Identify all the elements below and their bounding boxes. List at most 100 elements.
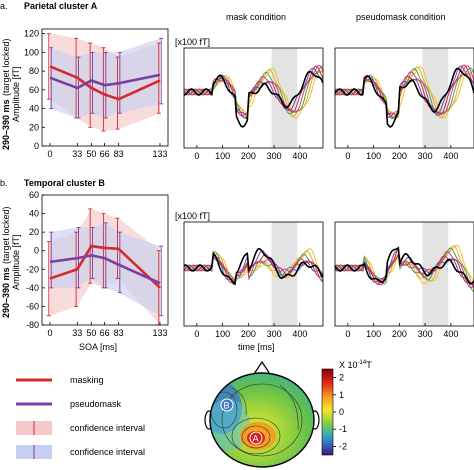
topo-marker-a (249, 431, 263, 445)
colorbar-tick-label: -2 (339, 441, 347, 451)
topography-head: A B (204, 360, 320, 468)
chart-a-ci-band-pseudomask (50, 38, 160, 118)
chart-a-ytick-label: 120 (24, 29, 39, 39)
chart-b-ytick-label: -80 (26, 320, 39, 330)
colorbar-tick-label: 1 (339, 390, 344, 400)
chart-b-xtick-label: 66 (100, 328, 110, 338)
topo-marker-b (220, 398, 234, 412)
wave-a-pseudo-trace-2 (334, 67, 474, 120)
colorbar-scale-base: X 10 (339, 360, 358, 370)
chart-a-line-masking (49, 65, 161, 101)
wave-a-pseudo-highlight-window (422, 48, 449, 148)
row-b-ylabel-bold: 290–390 ms (1, 267, 11, 318)
wave-a-mask-trace-4 (184, 65, 324, 118)
chart-a-xtick-label: 0 (47, 149, 52, 159)
chart-a-ytick-label: 0 (34, 141, 39, 151)
row-a-amplitude-label: Amplitude [fT] (11, 66, 21, 122)
chart-b-xlabel: SOA [ms] (79, 342, 117, 352)
wave-b-mask-trace-5 (183, 250, 324, 281)
chart-b-ytick-label: -60 (26, 301, 39, 311)
wave-a-mask-xtick-label: 0 (194, 151, 199, 161)
panel-a-title: Parietal cluster A (24, 1, 98, 11)
wave-b-mask-xtick-label: 0 (194, 329, 199, 339)
chart-b-line-pseudomask (49, 254, 161, 285)
wave-b-pseudo-xtick-label: 100 (366, 329, 381, 339)
wave-a-mask-trace-6 (183, 70, 324, 128)
chart-b-ytick-label: 20 (29, 227, 39, 237)
colorbar (321, 368, 334, 456)
chart-b-ci-band-pseudomask (50, 222, 160, 316)
head-nose (252, 360, 272, 375)
legend-masking-label: masking (70, 375, 104, 385)
pseudomask-condition-title: pseudomask condition (356, 12, 446, 22)
wave-b-pseudo-xtick-label: 200 (392, 329, 407, 339)
wave-b-units: [x100 fT] (175, 211, 210, 221)
wave-a-pseudo-trace-5 (334, 65, 474, 119)
wave-b-mask-trace-1 (183, 250, 324, 280)
chart-b-xtick-label: 0 (47, 328, 52, 338)
wave-b-pseudomask: 0 100 200 300 400 (334, 221, 474, 339)
colorbar-scale-unit: T (366, 360, 372, 370)
chart-a-ytick-label: 80 (29, 66, 39, 76)
wave-a-mask-xtick-label: 100 (215, 151, 230, 161)
wave-a-pseudo-xtick-label: 100 (366, 151, 381, 161)
colorbar-tick-label: -1 (339, 424, 347, 434)
chart-a-xtick-label: 50 (86, 149, 96, 159)
wave-b-mask-xtick-label: 300 (267, 329, 282, 339)
mask-condition-title: mask condition (226, 12, 286, 22)
wave-a-units: [x100 fT] (175, 37, 210, 47)
panel-a-letter: a. (0, 1, 8, 11)
colorbar-tick-label: 2 (339, 373, 344, 383)
chart-a-amplitude-vs-soa: 0 20 40 60 80 100 120 0 33 50 66 83 133 (24, 28, 169, 159)
topo-cyan-region (210, 399, 250, 451)
chart-a-axes-frame (41, 28, 169, 147)
wave-b-mask-xtick-label: 400 (292, 329, 307, 339)
chart-b-ytick-label: 0 (34, 246, 39, 256)
chart-b-xtick-label: 50 (86, 328, 96, 338)
wave-b-mask-xtick-label: 100 (215, 329, 230, 339)
chart-b-amplitude-vs-soa: -80 -60 -40 -20 0 20 40 60 0 33 50 66 83 133 (26, 190, 169, 338)
wave-a-pseudo-axes-frame (334, 47, 474, 149)
wave-a-pseudomask: 0 100 200 300 400 (334, 47, 474, 161)
chart-b-ytick-label: 40 (29, 209, 39, 219)
row-b-ylabel-paren: (target locked) (1, 206, 11, 264)
colorbar-tick-label: 0 (339, 407, 344, 417)
chart-b-axes-frame (41, 194, 169, 326)
wave-a-mask: 0 100 200 300 400 (183, 47, 324, 161)
wave-a-mask-xtick-label: 300 (267, 151, 282, 161)
chart-a-ytick-label: 60 (29, 85, 39, 95)
chart-b-ytick-label: -20 (26, 264, 39, 274)
chart-b-ytick-label: -40 (26, 283, 39, 293)
legend: masking pseudomask confidence interval c… (16, 375, 145, 459)
chart-a-xtick-label: 33 (72, 149, 82, 159)
row-b-amplitude-label: Amplitude [fT] (11, 234, 21, 290)
chart-a-xtick-label: 133 (152, 149, 167, 159)
chart-a-xtick-label: 83 (114, 149, 124, 159)
wave-b-mask-xtick-label: 200 (241, 329, 256, 339)
chart-b-xtick-label: 83 (114, 328, 124, 338)
wave-b-pseudo-xtick-label: 300 (418, 329, 433, 339)
row-a-ylabel-paren: (target locked) (1, 38, 11, 96)
wave-a-pseudo-trace-3 (334, 65, 474, 118)
wave-b-mask-trace-3 (183, 250, 324, 285)
wave-b-pseudo-trace-5 (334, 249, 474, 287)
wave-a-mask-xtick-label: 400 (292, 151, 307, 161)
panel-b-letter: b. (0, 178, 8, 188)
chart-a-ytick-label: 40 (29, 104, 39, 114)
chart-b-xtick-label: 33 (72, 328, 82, 338)
colorbar-ticks: 2 1 0 -1 -2 (333, 373, 347, 451)
wave-a-pseudo-xtick-label: 300 (418, 151, 433, 161)
wave-a-mask-xtick-label: 200 (241, 151, 256, 161)
legend-ci-blue-label: confidence interval (70, 447, 145, 457)
wave-a-mask-axes-frame (183, 47, 324, 149)
wave-b-pseudo-xtick-label: 0 (345, 329, 350, 339)
panel-b-title: Temporal cluster B (24, 178, 105, 188)
legend-pseudomask-label: pseudomask (70, 399, 122, 409)
colorbar-scale-exp: -14 (358, 360, 367, 366)
chart-b-xtick-label: 133 (152, 328, 167, 338)
wave-b-xlabel: time [ms] (238, 342, 275, 352)
chart-a-line-pseudomask (49, 73, 161, 90)
colorbar-scale-label: X 10-14T (339, 360, 372, 370)
chart-a-ytick-label: 100 (24, 47, 39, 57)
